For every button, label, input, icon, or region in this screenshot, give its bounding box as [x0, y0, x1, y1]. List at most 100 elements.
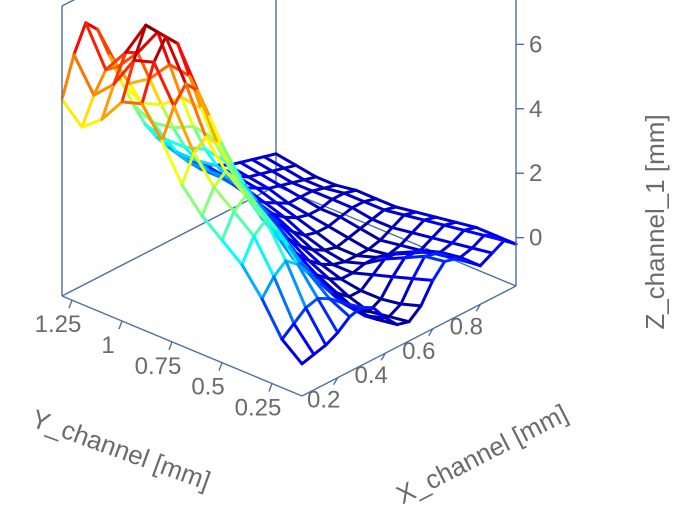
- surface-grid-line: [411, 277, 435, 282]
- surface-grid-line: [136, 51, 152, 81]
- surface-grid-line: [100, 100, 124, 121]
- surface-grid-line: [140, 102, 164, 143]
- surface-grid-line: [262, 155, 286, 170]
- x-tick-label: 0.8: [450, 313, 483, 340]
- surface-grid-line: [327, 277, 351, 299]
- surface-grid-line: [192, 151, 216, 189]
- surface-grid-line: [304, 296, 320, 310]
- surface-grid-line: [200, 185, 216, 218]
- surface-grid-line: [156, 30, 172, 67]
- surface-grid-line: [180, 151, 196, 187]
- surface-grid-line: [458, 246, 474, 259]
- surface-grid-line: [306, 207, 322, 217]
- surface-grid-line: [307, 259, 331, 281]
- surface-grid-line: [314, 175, 338, 187]
- surface-grid-line: [294, 163, 318, 179]
- surface-grid-line: [180, 183, 204, 218]
- surface-grid-line: [266, 186, 290, 205]
- surface-grid-line: [378, 238, 402, 247]
- surface-grid-line: [168, 63, 183, 99]
- surface-grid-line: [318, 197, 334, 211]
- surface-grid-line: [470, 233, 486, 250]
- surface-grid-line: [308, 272, 332, 301]
- surface-grid-line: [184, 82, 208, 139]
- surface-grid-line: [383, 256, 407, 261]
- surface-grid-line: [272, 275, 296, 326]
- surface-grid-line: [252, 234, 276, 279]
- surface-grid-line: [136, 30, 160, 55]
- surface-grid-line: [306, 213, 330, 228]
- surface-grid-line: [374, 197, 398, 209]
- surface-grid-line: [450, 228, 466, 245]
- z-tick-label: 2: [529, 160, 542, 187]
- surface-grid-line: [399, 277, 415, 306]
- surface-grid-line: [286, 195, 302, 205]
- surface-grid-line: [240, 234, 256, 267]
- surface-grid-line: [140, 60, 156, 106]
- surface-grid-line: [300, 352, 316, 366]
- surface-grid-line: [330, 197, 354, 210]
- surface-grid-line: [274, 152, 298, 167]
- surface-grid-line: [246, 175, 270, 190]
- surface-grid-line: [394, 205, 418, 214]
- surface-grid-line: [270, 169, 294, 185]
- surface-grid-line: [322, 186, 346, 195]
- surface-grid-line: [359, 273, 375, 293]
- surface-grid-line: [403, 254, 427, 260]
- surface-grid-line: [455, 257, 470, 264]
- surface-grid-line: [304, 306, 328, 347]
- surface-grid-line: [430, 236, 454, 245]
- surface-grid-line: [331, 263, 355, 275]
- surface-grid-line: [260, 297, 284, 341]
- surface-grid-line: [92, 68, 108, 97]
- surface-grid-line: [419, 278, 435, 308]
- surface-grid-line: [282, 166, 306, 182]
- surface-grid-line: [60, 97, 84, 129]
- surface-grid-line: [290, 181, 314, 193]
- surface-grid-line: [410, 218, 426, 235]
- surface-grid-line: [379, 275, 395, 301]
- surface-grid-line: [152, 60, 176, 108]
- box-edge: [275, 185, 517, 287]
- surface-grid-line: [430, 223, 446, 240]
- surface-grid-line: [326, 224, 350, 240]
- surface-grid-line: [434, 215, 458, 224]
- surface-grid-line: [454, 220, 478, 229]
- surface-grid-line: [339, 271, 355, 281]
- surface-grid-line: [179, 95, 195, 128]
- surface-grid-line: [395, 320, 411, 327]
- surface-grid-line: [354, 188, 378, 201]
- surface-grid-line: [316, 296, 340, 335]
- surface-grid-line: [366, 238, 382, 251]
- surface-grid-line: [296, 262, 320, 300]
- surface-grid-line: [391, 275, 415, 281]
- surface-grid-line: [295, 216, 319, 234]
- x-tick-label: 0.2: [307, 387, 340, 414]
- surface-grid-line: [343, 260, 367, 266]
- box-edge: [61, 295, 303, 397]
- surface-grid-line: [382, 208, 406, 217]
- surface-grid-line: [490, 239, 506, 255]
- surface-grid-line: [371, 273, 395, 279]
- box-edge: [61, 185, 277, 297]
- surface-grid-line: [275, 201, 299, 220]
- tick-mark: [168, 341, 173, 351]
- tick-mark: [268, 383, 273, 392]
- surface-grid-line: [338, 206, 354, 219]
- surface-grid-line: [418, 236, 434, 252]
- surface-mesh: [60, 21, 518, 366]
- surface-grid-line: [291, 230, 315, 252]
- surface-grid-line: [410, 231, 434, 240]
- surface-grid-line: [276, 228, 300, 266]
- surface-grid-line: [402, 213, 426, 222]
- surface-grid-line: [204, 135, 228, 173]
- surface-grid-line: [339, 300, 363, 309]
- surface-grid-line: [60, 53, 76, 101]
- surface-grid-line: [258, 172, 282, 188]
- surface-grid-line: [371, 257, 387, 277]
- surface-grid-line: [171, 126, 187, 149]
- surface-grid-line: [370, 208, 386, 221]
- surface-grid-line: [443, 257, 459, 263]
- surface-grid-line: [299, 244, 323, 266]
